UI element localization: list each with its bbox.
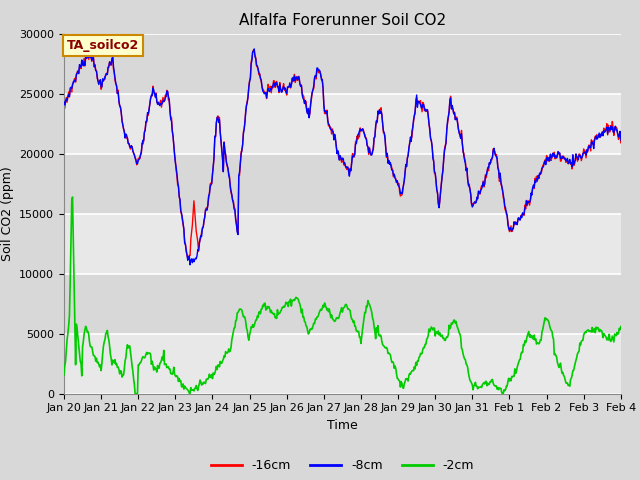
Bar: [64, 274, 621, 334]
Legend: -16cm, -8cm, -2cm: -16cm, -8cm, -2cm: [205, 455, 479, 477]
Bar: [64, 334, 621, 394]
Bar: [64, 34, 621, 94]
X-axis label: Time: Time: [327, 419, 358, 432]
Text: TA_soilco2: TA_soilco2: [67, 39, 139, 52]
Bar: [64, 214, 621, 274]
Title: Alfalfa Forerunner Soil CO2: Alfalfa Forerunner Soil CO2: [239, 13, 446, 28]
Bar: [64, 154, 621, 214]
Bar: [64, 94, 621, 154]
Y-axis label: Soil CO2 (ppm): Soil CO2 (ppm): [1, 166, 13, 261]
